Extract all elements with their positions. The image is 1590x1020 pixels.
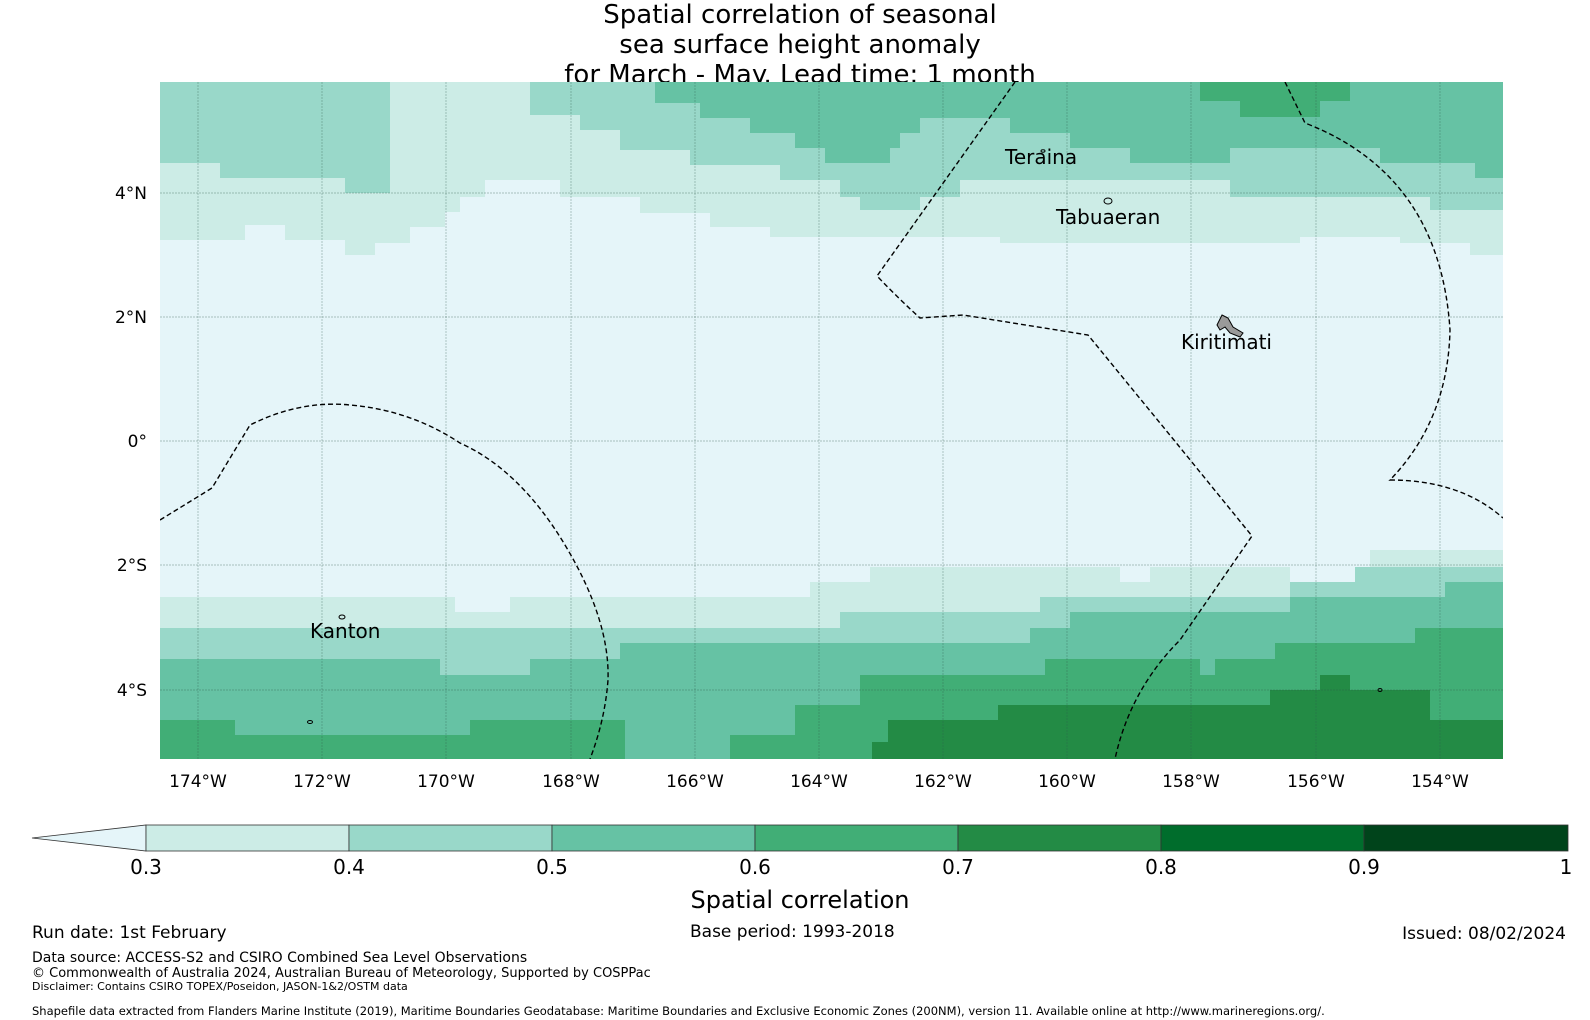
colorbar-segment [957, 824, 1162, 852]
colorbar-title: Spatial correlation [690, 886, 910, 914]
lat-label: 4°S [117, 681, 147, 701]
issued-date: Issued: 08/02/2024 [1402, 924, 1566, 944]
place-label-tabuaeran: Tabuaeran [1055, 205, 1160, 229]
lon-label: 158°W [1162, 772, 1220, 792]
place-label-kiritimati: Kiritimati [1181, 330, 1272, 354]
lon-label: 162°W [914, 772, 972, 792]
title-line-1: Spatial correlation of seasonal [603, 0, 997, 30]
place-label-kanton: Kanton [310, 619, 380, 643]
place-label-teraina: Teraina [1004, 145, 1077, 169]
colorbar-tick-label: 0.4 [333, 855, 365, 879]
base-period: Base period: 1993-2018 [690, 922, 895, 942]
copyright: © Commonwealth of Australia 2024, Austra… [32, 966, 651, 981]
correlation-field [160, 82, 1503, 759]
south-band-0.5-pocket [625, 705, 730, 759]
colorbar-tick-label: 0.8 [1145, 855, 1177, 879]
graticule [160, 82, 1503, 759]
colorbar-segment [145, 824, 350, 852]
lat-axis: 4°N 2°N 0° 2°S 4°S [115, 184, 147, 701]
lon-label: 156°W [1287, 772, 1345, 792]
colorbar-segment [1363, 824, 1569, 852]
islands [307, 149, 1383, 724]
small-island-1 [307, 720, 313, 724]
small-island-2 [1377, 688, 1383, 692]
lat-label: 4°N [115, 184, 147, 204]
lon-label: 172°W [293, 772, 351, 792]
title-line-2: sea surface height anomaly [619, 30, 981, 60]
run-date: Run date: 1st February [32, 923, 227, 943]
lon-label: 166°W [666, 772, 724, 792]
place-labels: Teraina Tabuaeran Kiritimati Kanton [310, 145, 1272, 643]
colorbar-tick-label: 1 [1559, 855, 1573, 879]
lon-label: 160°W [1038, 772, 1096, 792]
colorbar-tick-label: 0.9 [1348, 855, 1380, 879]
colorbar-segment [754, 824, 959, 852]
lat-label: 2°N [115, 308, 147, 328]
lon-label: 154°W [1411, 772, 1469, 792]
colorbar-tick-label: 0.3 [130, 855, 162, 879]
colorbar-tick-label: 0.7 [942, 855, 974, 879]
lon-label: 170°W [417, 772, 475, 792]
eez-boundary-kanton [160, 403, 609, 759]
colorbar-segment [551, 824, 756, 852]
lon-axis: 174°W 172°W 170°W 168°W 166°W 164°W 162°… [169, 772, 1469, 792]
lat-label: 0° [128, 432, 147, 452]
colorbar-extend-arrow [31, 824, 147, 852]
eez-boundaries [160, 82, 1503, 759]
lat-label: 2°S [117, 556, 147, 576]
colorbar [31, 824, 1569, 852]
colorbar-segment [1160, 824, 1365, 852]
lon-label: 174°W [169, 772, 227, 792]
tabuaeran-island [1103, 197, 1113, 205]
kanton-island [338, 614, 346, 620]
lon-label: 168°W [542, 772, 600, 792]
colorbar-segment [348, 824, 553, 852]
colorbar-tick-label: 0.5 [536, 855, 568, 879]
teraina-island [1040, 149, 1046, 153]
shapefile-credit: Shapefile data extracted from Flanders M… [32, 1004, 1325, 1018]
south-band-0.7 [872, 675, 1503, 759]
north-band-0.6 [1200, 82, 1350, 117]
data-source: Data source: ACCESS-S2 and CSIRO Combine… [32, 950, 528, 966]
eez-boundary-kiritimati [1284, 82, 1503, 519]
kiritimati-island [1216, 314, 1244, 338]
colorbar-tick-label: 0.6 [739, 855, 771, 879]
eez-boundary-line-islands [876, 82, 1253, 759]
disclaimer: Disclaimer: Contains CSIRO TOPEX/Poseido… [32, 980, 408, 993]
lon-label: 164°W [790, 772, 848, 792]
